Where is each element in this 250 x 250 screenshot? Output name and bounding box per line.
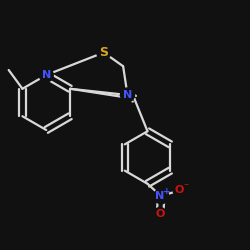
- Text: +: +: [163, 187, 170, 196]
- Circle shape: [173, 183, 187, 197]
- Text: O: O: [174, 185, 184, 195]
- Circle shape: [154, 189, 169, 204]
- Text: O: O: [155, 209, 165, 219]
- Text: S: S: [99, 46, 108, 59]
- Circle shape: [39, 68, 53, 82]
- Circle shape: [97, 46, 111, 60]
- Text: N: N: [154, 191, 164, 201]
- Circle shape: [154, 208, 166, 220]
- Text: ⁻: ⁻: [184, 182, 189, 192]
- Circle shape: [120, 88, 134, 102]
- Text: N: N: [42, 70, 51, 80]
- Text: N: N: [123, 90, 132, 100]
